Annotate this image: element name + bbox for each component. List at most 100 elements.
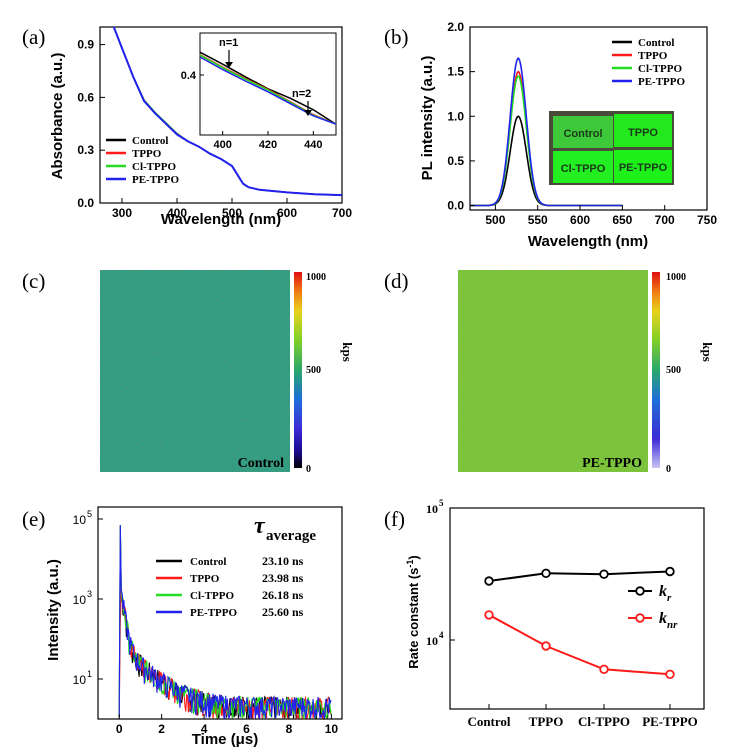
panel-a-ticks: 300 400 500 600 700 0.0 0.3 0.6 0.9 (77, 38, 352, 220)
rate-point (541, 568, 551, 578)
legend-marker (635, 613, 645, 623)
xtick-label: 6 (243, 722, 250, 736)
ytick-label: 0.3 (77, 143, 94, 157)
ytick-exponent: 1 (87, 669, 92, 679)
ytick-label: 0.6 (77, 90, 94, 104)
rate-point (665, 566, 675, 577)
colorbar-c (294, 272, 302, 468)
ytick-base: 10 (73, 513, 87, 527)
colorbar-c-tick-1000: 1000 (306, 272, 326, 283)
panel-d: (d) PE-TPPO 1000 500 0 kps (384, 269, 715, 475)
xtick-label: 750 (697, 213, 717, 227)
panel-b-frame (469, 26, 708, 211)
xtick-label: 650 (612, 213, 632, 227)
legend-label: TPPO (132, 148, 162, 160)
photo-label-cl-tppo: Cl-TPPO (561, 163, 606, 175)
xtick-label: 10 (325, 722, 339, 736)
panel-f-frame (449, 507, 705, 710)
photo-label-pe-tppo: PE-TPPO (619, 162, 668, 174)
panel-f-label: (f) (384, 507, 405, 531)
tau-symbol: τ (254, 513, 266, 539)
inset-annotation-n1: n=1 (219, 37, 238, 49)
heatmap-control-label: Control (238, 456, 285, 471)
legend-tau-value: 25.60 ns (262, 605, 304, 619)
panel-c: (c) Control 1000 500 0 kps (22, 269, 355, 475)
decay-line-pe-tppo (118, 525, 332, 720)
arrow-n2-head (304, 110, 312, 116)
panel-a-inset-series (199, 51, 337, 125)
ytick-label: 0.9 (77, 38, 94, 52)
panel-e-frame (97, 506, 343, 720)
colorbar-d-tick-500: 500 (666, 365, 681, 376)
colorbar-d (652, 272, 660, 468)
panel-e-ylabel: Intensity (a.u.) (45, 559, 62, 661)
rate-point (599, 664, 609, 674)
ytick-base: 10 (426, 502, 438, 516)
heatmap-pe-tppo-noise-dark (458, 270, 648, 472)
tau-subscript: average (266, 528, 316, 544)
ytick-label: 0.5 (447, 154, 464, 168)
ytick-label: 1.5 (447, 65, 464, 79)
ytick-base: 10 (73, 673, 87, 687)
rate-point (599, 569, 609, 579)
panel-f-ylabel-end: ) (406, 555, 421, 559)
panel-a-inset-frame (199, 32, 337, 136)
ytick-exponent: 5 (439, 498, 444, 508)
panel-a-frame (99, 26, 343, 204)
inset-xtick-label: 420 (259, 139, 277, 151)
panel-e-legend: Control 23.10 ns TPPO 23.98 ns Cl-TPPO 26.18 … (156, 554, 304, 619)
colorbar-d-label: kps (700, 342, 715, 362)
panel-f-series (484, 566, 675, 679)
legend-label: Control (190, 556, 226, 568)
rate-point (484, 576, 494, 586)
panel-a-label: (a) (22, 25, 45, 49)
legend-subscript: nr (667, 619, 678, 631)
xtick-label: 700 (332, 206, 352, 220)
line-a-pe-tppo (112, 26, 343, 197)
ytick-exponent: 5 (87, 509, 92, 519)
legend-tau-value: 23.98 ns (262, 571, 304, 585)
legend-tau-value: 26.18 ns (262, 588, 304, 602)
legend-marker (635, 586, 645, 596)
svg-text:Rate constant (s-1): Rate constant (s-1) (405, 555, 421, 669)
panel-a-ylabel: Absorbance (a.u.) (49, 53, 66, 180)
legend-label: kr (659, 583, 672, 604)
photo-label-tppo: TPPO (628, 127, 658, 139)
ytick-exponent: 4 (439, 630, 444, 640)
photo-label-control: Control (563, 128, 602, 140)
panel-f-ylabel-sup: -1 (405, 560, 415, 568)
legend-label: Cl-TPPO (132, 161, 176, 173)
inset-xtick-label: 400 (213, 139, 231, 151)
xtick-label: 300 (112, 206, 132, 220)
legend-k: k (659, 610, 667, 627)
ytick-label: 1.0 (447, 109, 464, 123)
inset-annotation-n2: n=2 (292, 88, 311, 100)
panel-b-ylabel: PL intensity (a.u.) (419, 56, 436, 181)
xtick-label: 550 (528, 213, 548, 227)
inset-xtick-label: 440 (304, 139, 322, 151)
rate-point (484, 610, 494, 620)
panel-e-label: (e) (22, 507, 45, 531)
colorbar-d-tick-1000: 1000 (666, 272, 686, 283)
legend-label: Cl-TPPO (190, 590, 234, 602)
xtick-label: 4 (201, 722, 208, 736)
legend-label: Cl-TPPO (638, 63, 682, 75)
inset-ytick-label: 0.4 (181, 70, 197, 82)
panel-a-xlabel: Wavelength (nm) (161, 211, 281, 228)
pl-line-pe-tppo (470, 57, 623, 207)
legend-label: PE-TPPO (638, 76, 685, 88)
legend-label: knr (659, 610, 678, 631)
legend-label: Control (132, 135, 168, 147)
xtick-label: 0 (116, 722, 123, 736)
panel-b-photo-inset: Control TPPO Cl-TPPO PE-TPPO (549, 111, 674, 185)
panel-b-series (470, 57, 623, 207)
legend-label: PE-TPPO (132, 174, 179, 186)
xtick-label: 400 (167, 206, 187, 220)
ytick-label: 0.0 (447, 199, 464, 213)
ytick-label: 0.0 (77, 196, 94, 210)
panel-d-label: (d) (384, 269, 409, 293)
colorbar-c-label: kps (340, 342, 355, 362)
xtick-label: 700 (655, 213, 675, 227)
